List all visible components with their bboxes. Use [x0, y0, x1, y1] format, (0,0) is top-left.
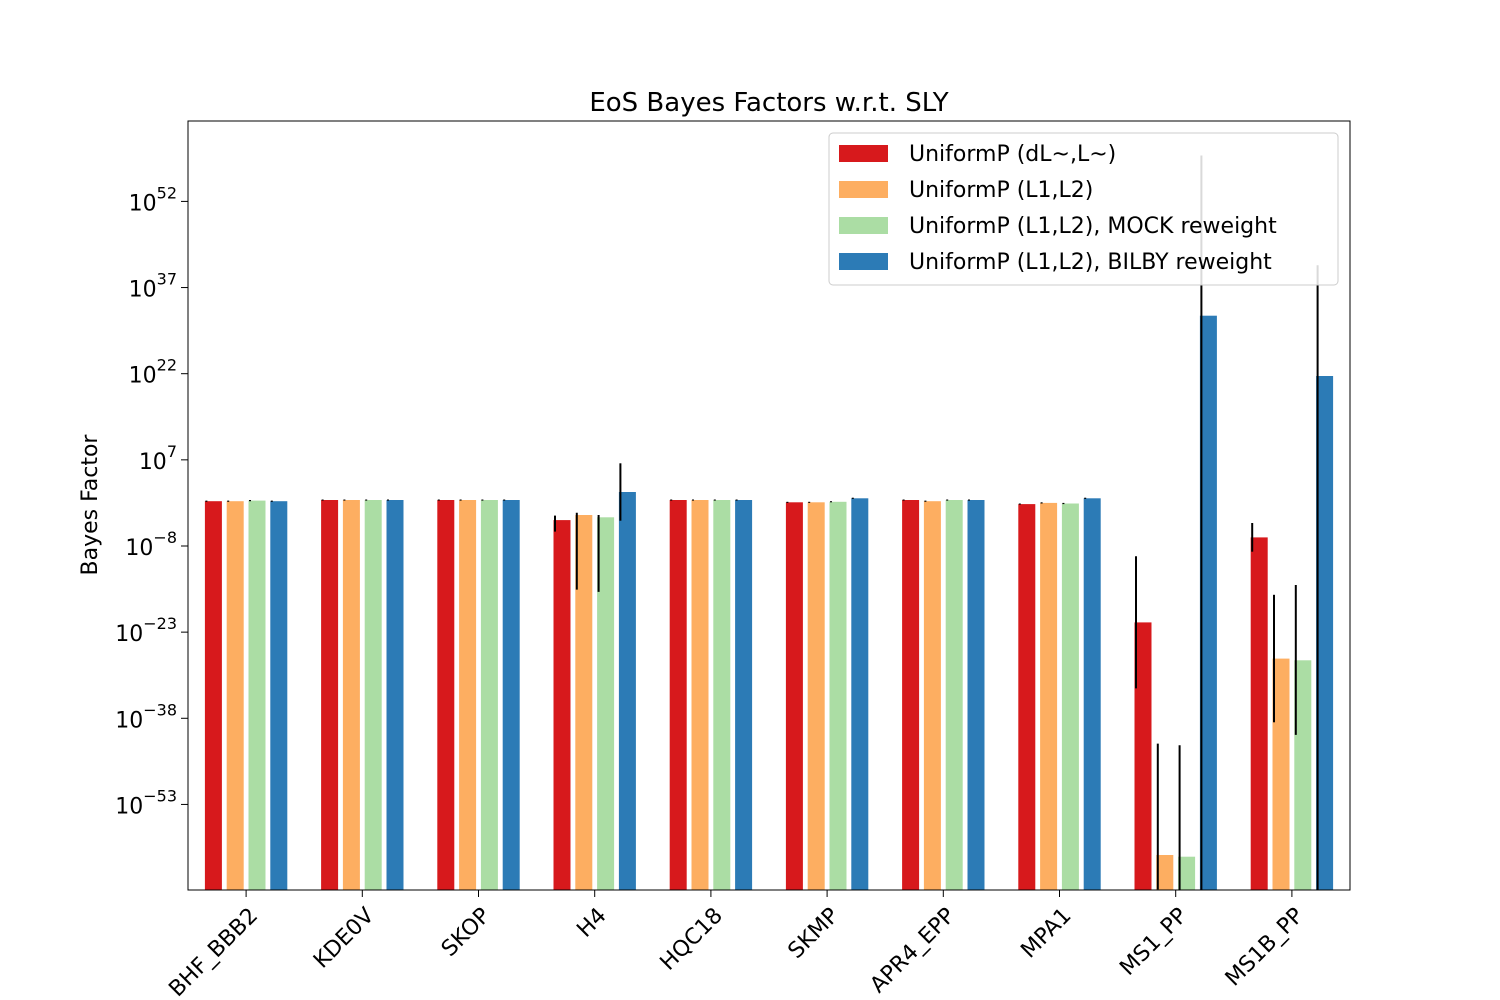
legend-swatch-4	[839, 253, 888, 270]
bars-layer	[204, 315, 1334, 890]
bar-mpa1-series-3	[1061, 503, 1079, 890]
bar-kde0v-series-3	[364, 500, 382, 890]
legend-label-1: UniformP (dL~,L~)	[909, 142, 1116, 167]
bar-mpa1-series-4	[1083, 498, 1101, 890]
bar-ms1_pp-series-3	[1178, 856, 1196, 890]
legend-label-2: UniformP (L1,L2)	[909, 178, 1093, 203]
x-tick-label-skop: SKOP	[437, 903, 496, 962]
plot-frame	[187, 120, 1351, 891]
legend-swatch-3	[839, 217, 888, 234]
bar-hqc18-series-3	[713, 500, 731, 890]
legend-swatch-1	[839, 145, 888, 162]
y-tick-label: 10−23	[115, 614, 177, 647]
y-tick-label: 1052	[129, 183, 177, 216]
bar-mpa1-series-2	[1040, 502, 1058, 890]
bar-skmp-series-4	[851, 498, 869, 890]
legend: UniformP (dL~,L~) UniformP (L1,L2) Uniform…	[828, 132, 1339, 286]
y-axis: 1052 1037 1022 107 10−8 10−23 10−38 10−53	[115, 183, 188, 819]
bar-mpa1-series-1	[1018, 504, 1036, 890]
bar-hqc18-series-4	[735, 500, 753, 890]
bar-skmp-series-1	[785, 502, 803, 890]
bar-bhf_bbb2-series-1	[204, 501, 222, 890]
bar-apr4_epp-series-4	[967, 500, 985, 890]
bar-ms1_pp-series-1	[1134, 622, 1152, 890]
y-tick-label: 10−53	[115, 786, 177, 819]
bar-ms1_pp-series-2	[1156, 855, 1174, 890]
bar-ms1_pp-series-4	[1199, 315, 1217, 890]
y-tick-label: 1022	[129, 356, 177, 389]
y-tick-label: 107	[139, 442, 177, 475]
bar-kde0v-series-2	[342, 500, 360, 890]
x-tick-label-bhf_bbb2: BHF_BBB2	[164, 903, 263, 1000]
x-tick-label-apr4_epp: APR4_EPP	[866, 903, 961, 998]
x-tick-label-hqc18: HQC18	[656, 903, 728, 975]
bar-ms1b_pp-series-1	[1250, 537, 1268, 890]
legend-label-4: UniformP (L1,L2), BILBY reweight	[909, 250, 1272, 275]
x-tick-label-kde0v: KDE0V	[309, 903, 379, 973]
x-tick-label-h4: H4	[572, 903, 611, 942]
bar-ms1b_pp-series-4	[1316, 376, 1334, 890]
x-tick-label-mpa1: MPA1	[1016, 903, 1076, 963]
x-axis: BHF_BBB2 KDE0V SKOP H4 HQC18 SKMP APR4_EPP MPA1…	[164, 890, 1309, 1000]
bar-kde0v-series-1	[321, 500, 339, 890]
bar-skop-series-2	[459, 500, 477, 890]
bar-apr4_epp-series-2	[923, 501, 941, 890]
y-tick-label: 1037	[129, 270, 177, 303]
x-tick-label-ms1_pp: MS1_PP	[1115, 903, 1192, 980]
bar-skop-series-3	[480, 500, 498, 890]
bar-skop-series-4	[502, 500, 520, 890]
bar-hqc18-series-1	[669, 500, 687, 890]
x-tick-label-skmp: SKMP	[784, 903, 845, 964]
bar-h4-series-2	[575, 515, 593, 890]
bar-hqc18-series-2	[691, 500, 709, 890]
bar-skop-series-1	[437, 500, 455, 890]
bar-apr4_epp-series-1	[902, 500, 920, 890]
bar-bhf_bbb2-series-3	[248, 500, 266, 890]
bar-bhf_bbb2-series-4	[270, 501, 288, 890]
y-tick-label: 10−38	[115, 700, 177, 733]
bar-h4-series-4	[618, 492, 636, 890]
bar-skmp-series-2	[807, 502, 825, 890]
y-axis-label: Bayes Factor	[78, 434, 103, 576]
bar-skmp-series-3	[829, 501, 847, 890]
legend-label-3: UniformP (L1,L2), MOCK reweight	[909, 214, 1277, 239]
x-tick-label-ms1b_pp: MS1B_PP	[1221, 903, 1309, 991]
y-tick-label: 10−8	[125, 528, 177, 561]
bar-bhf_bbb2-series-2	[226, 501, 244, 890]
bar-ms1b_pp-series-2	[1272, 658, 1290, 890]
bar-apr4_epp-series-3	[945, 500, 963, 890]
bar-ms1b_pp-series-3	[1294, 660, 1312, 890]
bar-h4-series-1	[553, 520, 571, 890]
legend-box	[828, 132, 1339, 286]
bar-h4-series-3	[597, 517, 615, 890]
chart-title: EoS Bayes Factors w.r.t. SLY	[589, 88, 948, 118]
legend-swatch-2	[839, 181, 888, 198]
bar-kde0v-series-4	[386, 500, 404, 890]
